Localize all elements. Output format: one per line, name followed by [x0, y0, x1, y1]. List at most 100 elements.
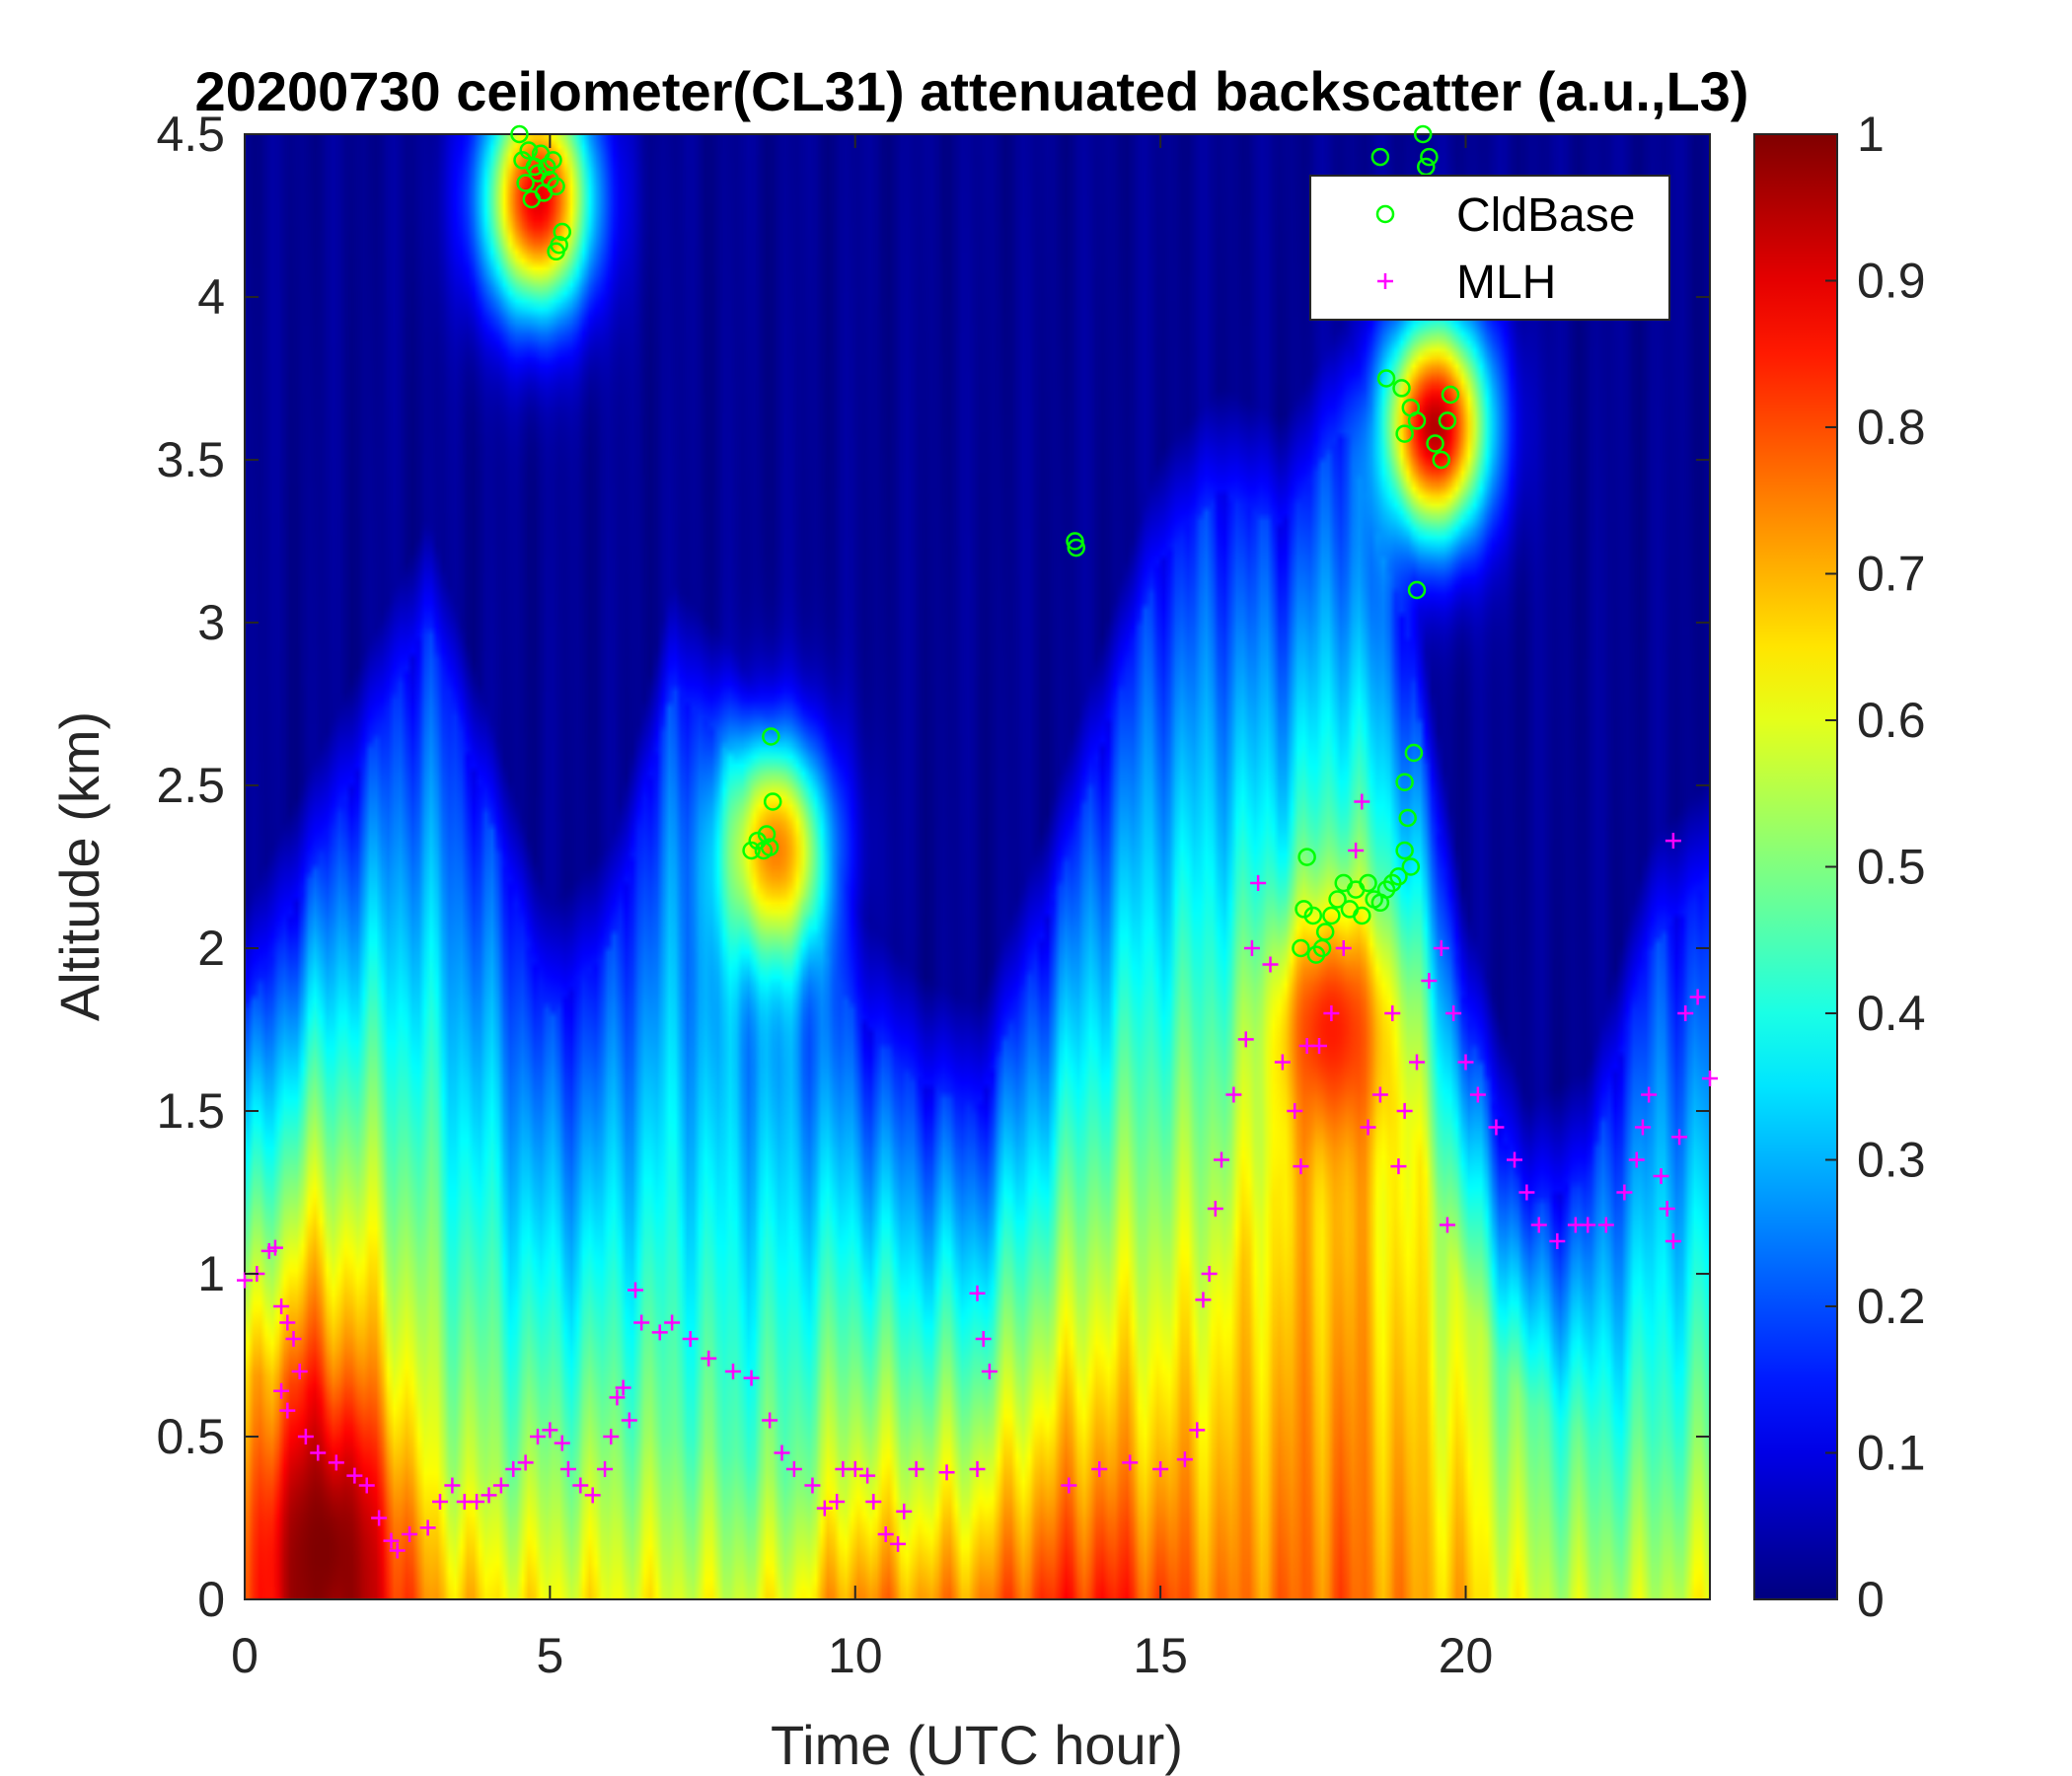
mlh-point	[725, 1364, 741, 1379]
mlh-point	[621, 1412, 637, 1429]
mlh-point	[542, 1422, 558, 1439]
mlh-point	[969, 1461, 986, 1477]
cldbase-point	[516, 174, 535, 192]
mlh-point	[371, 1510, 388, 1526]
mlh-point	[1195, 1292, 1212, 1308]
mlh-point	[279, 1402, 296, 1419]
mlh-point	[1152, 1461, 1169, 1477]
mlh-point	[1250, 875, 1267, 891]
mlh-point	[530, 1429, 546, 1444]
mlh-point	[701, 1350, 717, 1367]
mlh-point	[804, 1477, 821, 1494]
cldbase-point	[1066, 532, 1084, 551]
cldbase-point	[1398, 808, 1417, 828]
x-axis: 0 5 10 15 20	[231, 134, 1493, 1683]
y-tick-label: 2.5	[156, 758, 225, 813]
cldbase-series	[510, 124, 1460, 964]
mlh-point	[1653, 1168, 1669, 1184]
cldbase-point	[547, 242, 565, 261]
cldbase-point	[1370, 147, 1390, 167]
mlh-point	[1634, 1119, 1651, 1136]
mlh-point	[1348, 843, 1365, 858]
mlh-point	[664, 1314, 681, 1331]
cldbase-point	[553, 222, 571, 242]
mlh-point	[1445, 1005, 1462, 1021]
mlh-point	[1518, 1184, 1535, 1201]
mlh-point	[1091, 1461, 1108, 1477]
cldbase-point	[742, 841, 761, 860]
cldbase-point	[1292, 938, 1310, 958]
cldbase-point	[1067, 538, 1085, 557]
cldbase-point	[1404, 743, 1424, 763]
mlh-point	[1214, 1151, 1229, 1168]
mlh-point	[1243, 940, 1260, 956]
colorbar-tick-label: 0.1	[1857, 1426, 1926, 1481]
mlh-point	[1201, 1266, 1218, 1282]
plot-frame	[244, 133, 1711, 1600]
mlh-point	[1488, 1119, 1505, 1136]
legend-mlh-label: MLH	[1456, 257, 1556, 309]
cldbase-point	[1395, 773, 1414, 791]
backscatter-heatmap	[245, 134, 1710, 1599]
mlh-point	[1665, 833, 1681, 850]
mlh-point	[1207, 1201, 1223, 1217]
cldbase-point	[1389, 867, 1408, 886]
cldbase-point	[760, 838, 779, 856]
mlh-point	[1421, 973, 1438, 989]
mlh-point	[628, 1282, 643, 1298]
cldbase-point	[763, 792, 782, 811]
mlh-point	[981, 1364, 998, 1379]
mlh-point	[419, 1519, 436, 1536]
mlh-point	[865, 1494, 882, 1510]
mlh-point	[237, 1272, 253, 1289]
mlh-point	[572, 1477, 589, 1494]
mlh-point	[774, 1444, 790, 1461]
x-tick-label: 5	[536, 1628, 563, 1683]
legend-cldbase-label: CldBase	[1456, 189, 1635, 242]
mlh-point	[859, 1467, 876, 1484]
colorbar-tick-label: 0.8	[1857, 400, 1926, 455]
y-tick-label: 1.5	[156, 1083, 225, 1139]
mlh-point	[816, 1500, 833, 1517]
y-tick-label: 1	[197, 1246, 225, 1301]
cldbase-point	[1392, 379, 1411, 398]
legend: CldBase MLH	[1309, 175, 1670, 321]
mlh-point	[328, 1454, 344, 1471]
mlh-point	[1671, 1129, 1688, 1146]
colorbar-tick-label: 0	[1857, 1572, 1885, 1627]
mlh-point	[584, 1487, 601, 1504]
mlh-point	[1433, 940, 1449, 956]
mlh-point	[1549, 1233, 1566, 1249]
plot-area	[237, 124, 1718, 1600]
mlh-point	[1469, 1086, 1486, 1103]
mlh-point	[1360, 1119, 1376, 1136]
mlh-point	[402, 1526, 418, 1542]
cldbase-point	[757, 825, 777, 844]
x-tick-label: 0	[231, 1628, 259, 1683]
mlh-point	[389, 1542, 406, 1559]
mlh-series	[237, 793, 1718, 1559]
mlh-point	[1616, 1184, 1633, 1201]
cldbase-point	[1297, 848, 1316, 866]
y-tick-label: 0	[197, 1572, 225, 1627]
x-axis-label: Time (UTC hour)	[771, 1714, 1183, 1776]
mlh-point	[1530, 1217, 1547, 1233]
mlh-point	[469, 1494, 485, 1510]
cldbase-point	[1426, 434, 1444, 453]
cldbase-point	[510, 124, 529, 144]
cldbase-point	[1407, 411, 1427, 430]
cldbase-point	[1395, 841, 1414, 860]
colorbar-tick-label: 0.5	[1857, 840, 1926, 895]
x-tick-label: 15	[1133, 1628, 1188, 1683]
mlh-point	[1439, 1217, 1455, 1233]
colorbar: 0 0.1 0.2 0.3 0.4 0.5 0.6 0.7 0.8 0.9 1	[1753, 107, 1926, 1627]
mlh-point	[273, 1298, 290, 1314]
mlh-point	[1702, 1071, 1718, 1086]
colorbar-tick-label: 0.3	[1857, 1133, 1926, 1188]
mlh-point	[682, 1331, 699, 1347]
y-axis: 0 0.5 1 1.5 2 2.5 3 3.5 4 4.5	[156, 107, 1710, 1627]
mlh-point	[651, 1324, 668, 1341]
mlh-point	[785, 1461, 802, 1477]
mlh-point	[877, 1526, 894, 1542]
colorbar-tick-label: 0.9	[1857, 254, 1926, 309]
